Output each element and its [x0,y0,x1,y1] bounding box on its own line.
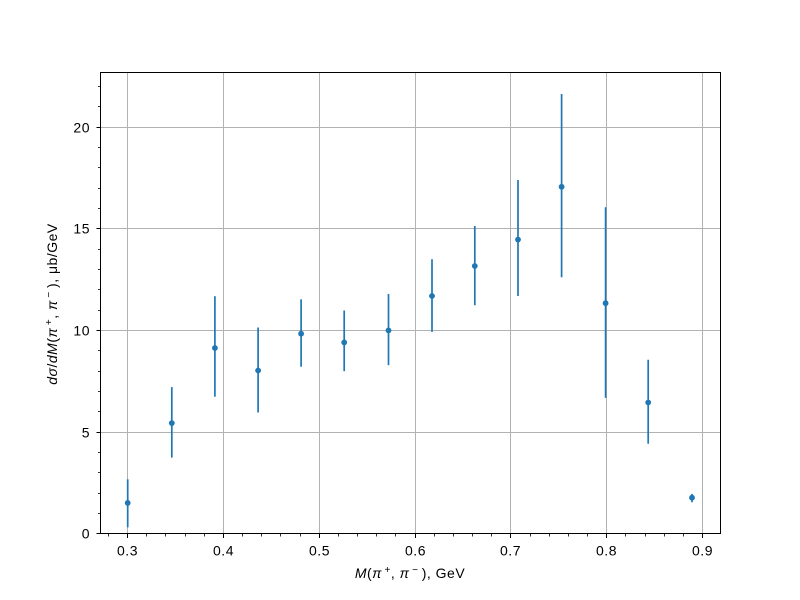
svg-text:0.3: 0.3 [117,543,138,559]
svg-text:0.8: 0.8 [596,543,617,559]
svg-text:20: 20 [73,120,90,136]
svg-text:0.6: 0.6 [405,543,426,559]
svg-text:10: 10 [73,323,90,339]
svg-text:0: 0 [82,526,90,542]
svg-text:15: 15 [73,221,90,237]
svg-text:0.7: 0.7 [500,543,521,559]
svg-text:5: 5 [82,425,90,441]
svg-text:dσ/dM(π +, π − ), μb/GeV: dσ/dM(π +, π − ), μb/GeV [44,223,60,385]
svg-text:0.5: 0.5 [309,543,330,559]
svg-text:0.9: 0.9 [692,543,713,559]
svg-text:0.4: 0.4 [213,543,234,559]
